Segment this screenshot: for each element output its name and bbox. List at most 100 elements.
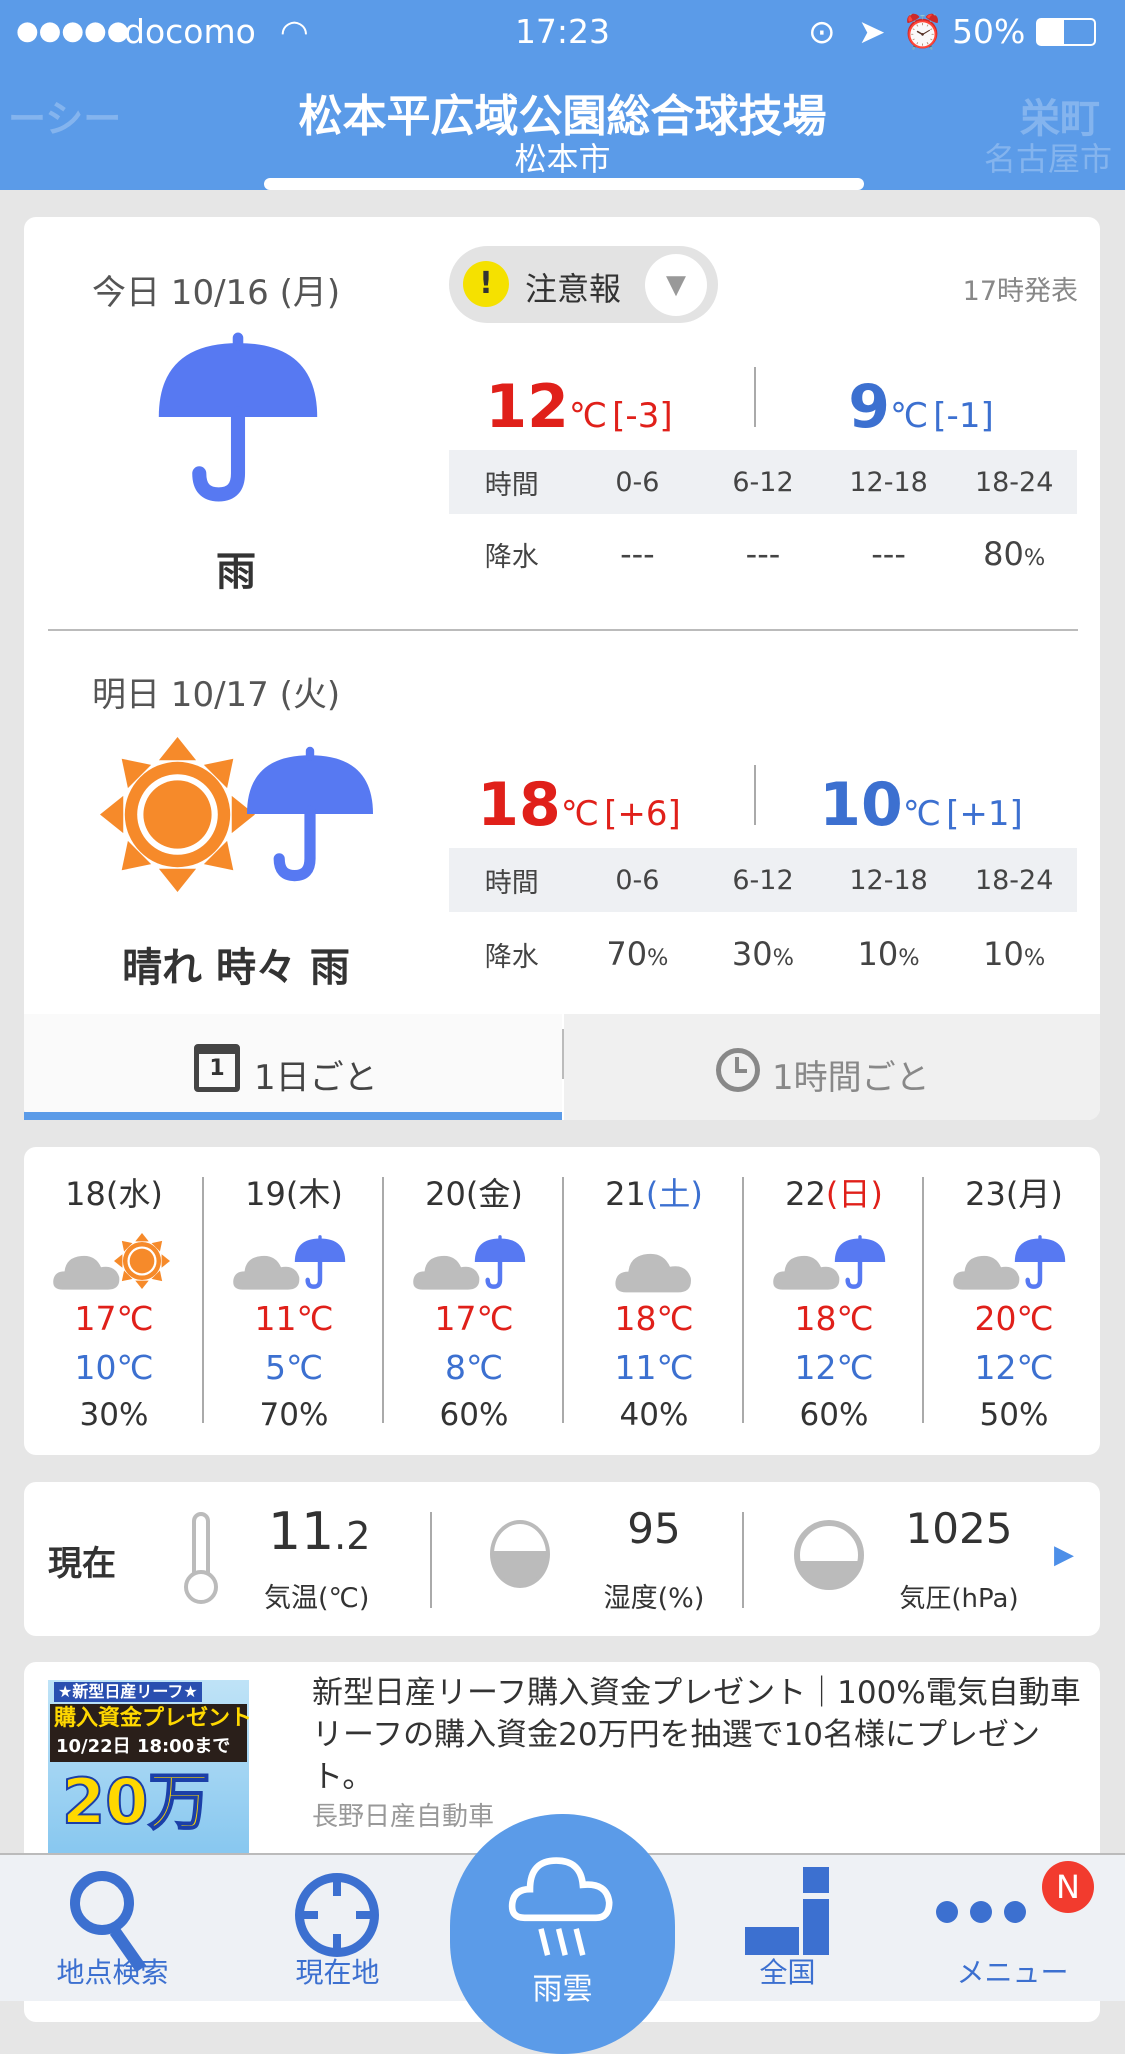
cloud-umbrella-icon <box>204 1231 384 1301</box>
notification-badge: N <box>1042 1861 1094 1913</box>
weekly-day[interactable]: 22(日) 18℃ 12℃ 60% <box>744 1147 924 1455</box>
today-precip-table: 時間 0-6 6-12 12-18 18-24 降水 --- --- --- 80% <box>449 450 1077 594</box>
nav-rain-radar[interactable]: 雨雲 <box>450 1814 675 2054</box>
nav-search[interactable]: 地点検索 <box>0 1853 225 2001</box>
tomorrow-precip-table: 時間 0-6 6-12 12-18 18-24 降水 70% 30% 10% 10% <box>449 848 1077 996</box>
chevron-right-icon[interactable]: ▶ <box>1054 1540 1074 1570</box>
ad-text[interactable]: 新型日産リーフ購入資金プレゼント｜100%電気自動車リーフの購入資金20万円を抽… <box>312 1675 1081 1795</box>
weekly-precip: 40% <box>619 1397 689 1433</box>
nav-menu[interactable]: N メニュー <box>900 1853 1125 2001</box>
clock: 17:23 <box>514 12 611 51</box>
cloud-sun-icon <box>24 1231 204 1301</box>
unit: ℃ <box>890 396 929 436</box>
row-label: 降水 <box>484 541 539 573</box>
weekly-date: 21(土) <box>605 1175 703 1213</box>
header-cell: 6-12 <box>732 466 794 498</box>
weekly-day[interactable]: 19(木) 11℃ 5℃ 70% <box>204 1147 384 1455</box>
weekly-low: 10℃ <box>74 1348 154 1387</box>
precip-cell: 70% <box>606 935 669 973</box>
tab-label: 1時間ごと <box>772 1058 930 1098</box>
weekly-day[interactable]: 20(金) 17℃ 8℃ 60% <box>384 1147 564 1455</box>
clock-icon <box>716 1048 760 1092</box>
precip-cell: 10% <box>857 935 920 973</box>
battery-percent: 50% <box>952 12 1026 51</box>
header-cell: 6-12 <box>732 864 794 896</box>
precip-cell: 80% <box>983 535 1046 573</box>
weekly-high: 17℃ <box>74 1299 154 1338</box>
battery-icon <box>1036 18 1096 46</box>
location-subtitle: 松本市 <box>514 140 611 178</box>
ad-image-text: 10/22日 18:00まで <box>56 1736 231 1757</box>
divider <box>742 1512 744 1608</box>
header-cell: 時間 <box>484 469 539 501</box>
weekly-high: 18℃ <box>794 1299 874 1338</box>
weekly-low: 8℃ <box>444 1348 504 1387</box>
row-label: 降水 <box>484 941 539 973</box>
rain-cloud-icon <box>508 1857 613 1956</box>
weekly-low: 12℃ <box>974 1348 1054 1387</box>
today-weather: 雨 <box>216 549 256 595</box>
current-conditions[interactable]: 現在 11.2 気温(℃) 95 湿度(%) 1025 気圧(hPa) ▶ <box>24 1482 1100 1636</box>
ad-image-text: ★新型日産リーフ★ <box>54 1682 202 1702</box>
tomorrow-low-diff: [+1] <box>946 794 1023 834</box>
ad-sponsor: 長野日産自動車 <box>312 1802 495 1832</box>
rotation-lock-icon: ⊙ <box>808 12 836 51</box>
divider <box>562 1177 564 1423</box>
cloud-umbrella-icon <box>384 1231 564 1301</box>
carrier: docomo <box>124 12 256 51</box>
weekday: (木) <box>285 1175 343 1213</box>
weekly-day[interactable]: 18(水) 17℃ 10℃ 30% <box>24 1147 204 1455</box>
divider <box>754 367 756 427</box>
ad-image-text: 20万 <box>61 1764 211 1839</box>
today-label: 今日 10/16 (月) <box>92 273 341 313</box>
warning-icon: ! <box>463 261 509 307</box>
divider <box>742 1177 744 1423</box>
next-location[interactable]: 栄町 <box>1020 96 1100 142</box>
divider <box>382 1177 384 1423</box>
tab-daily[interactable]: 1 1日ごと <box>24 1014 562 1120</box>
weekday: (金) <box>465 1175 523 1213</box>
prev-location[interactable]: ーシー <box>8 97 122 141</box>
precip-cell: --- <box>620 535 655 573</box>
weekly-day[interactable]: 23(月) 20℃ 12℃ 50% <box>924 1147 1104 1455</box>
today-high-diff: [-3] <box>612 396 673 436</box>
tomorrow-high: 18 <box>477 770 561 840</box>
more-icon <box>936 1897 1032 1927</box>
weekly-day[interactable]: 21(土) 18℃ 11℃ 40% <box>564 1147 744 1455</box>
weekly-date: 20(金) <box>425 1175 523 1213</box>
weekly-date: 18(水) <box>65 1175 163 1213</box>
location-title: 松本平広域公園総合球技場 <box>298 91 827 142</box>
weekly-low: 12℃ <box>794 1348 874 1387</box>
warning-button[interactable]: ! 注意報 ▼ <box>449 246 718 323</box>
weekly-precip: 60% <box>439 1397 509 1433</box>
cloud-umbrella-icon <box>744 1231 924 1301</box>
weekly-forecast: 18(水) 17℃ 10℃ 30% 19(木) 11℃ 5℃ 70% 20(金) 17℃ 8℃ 60%… <box>24 1147 1100 1455</box>
nav-label: 雨雲 <box>532 1972 593 2007</box>
nav-nationwide[interactable]: 全国 <box>675 1853 900 2001</box>
ad-image-text: 購入資金プレゼント <box>54 1706 249 1731</box>
unit: ℃ <box>902 794 941 834</box>
tomorrow-temps: 18℃ [+6] 10℃ [+1] <box>404 765 1104 840</box>
weekly-date: 22(日) <box>785 1175 883 1213</box>
tomorrow-high-diff: [+6] <box>604 794 681 834</box>
header-cell: 18-24 <box>974 864 1054 896</box>
published-time: 17時発表 <box>962 276 1078 307</box>
japan-map-icon <box>745 1867 835 1957</box>
tab-hourly[interactable]: 1時間ごと <box>564 1014 1100 1120</box>
divider <box>562 1029 564 1079</box>
unit: ℃ <box>568 396 608 436</box>
divider <box>202 1177 204 1423</box>
forecast-card: 今日 10/16 (月) ! 注意報 ▼ 17時発表 雨 12℃ [-3] 9℃… <box>24 217 1100 1120</box>
nav-label: メニュー <box>956 1956 1069 1989</box>
current-label: 現在 <box>48 1544 116 1584</box>
today-high: 12 <box>485 372 569 442</box>
weekly-date: 19(木) <box>245 1175 343 1213</box>
header-cell: 12-18 <box>849 466 928 498</box>
weekly-precip: 70% <box>259 1397 329 1433</box>
pressure-gauge-icon <box>794 1520 864 1590</box>
nav-current-location[interactable]: 現在地 <box>225 1853 450 2001</box>
header-cell: 0-6 <box>615 466 660 498</box>
weekly-precip: 60% <box>799 1397 869 1433</box>
weekly-high: 17℃ <box>434 1299 514 1338</box>
weekday: (土) <box>645 1175 703 1213</box>
